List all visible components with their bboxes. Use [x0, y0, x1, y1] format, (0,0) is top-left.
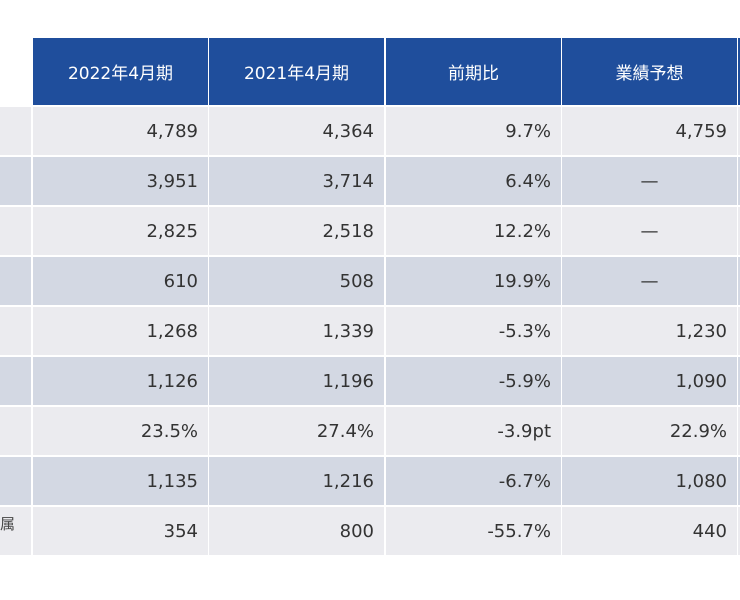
data-cell: -5.3% — [386, 307, 561, 355]
data-cell: — — [562, 207, 737, 255]
data-cell: 610 — [33, 257, 208, 305]
cut-cell — [738, 107, 740, 155]
data-cell: 1,135 — [33, 457, 208, 505]
data-cell: 1,339 — [209, 307, 384, 355]
row-label-cell — [0, 407, 31, 455]
row-label-cell: 属 — [0, 507, 31, 555]
header-cell: 業績予想 — [562, 38, 737, 105]
data-cell: 1,216 — [209, 457, 384, 505]
data-cell: — — [562, 257, 737, 305]
data-cell: -6.7% — [386, 457, 561, 505]
data-cell: 4,759 — [562, 107, 737, 155]
cut-cell — [738, 257, 740, 305]
header-cell: 2022年4月期 — [33, 38, 208, 105]
data-cell: 1,268 — [33, 307, 208, 355]
data-cell: 2,825 — [33, 207, 208, 255]
data-cell: 1,230 — [562, 307, 737, 355]
row-label-cell — [0, 107, 31, 155]
data-cell: 800 — [209, 507, 384, 555]
data-cell: 1,090 — [562, 357, 737, 405]
data-cell: 2,518 — [209, 207, 384, 255]
row-label-cell — [0, 157, 31, 205]
data-cell: 1,196 — [209, 357, 384, 405]
data-cell: 354 — [33, 507, 208, 555]
header-cell-cut — [738, 38, 740, 105]
row-label-cell — [0, 307, 31, 355]
data-cell: 1,080 — [562, 457, 737, 505]
data-cell: 6.4% — [386, 157, 561, 205]
data-cell: 12.2% — [386, 207, 561, 255]
data-cell: 19.9% — [386, 257, 561, 305]
data-cell: 508 — [209, 257, 384, 305]
row-label-cell — [0, 257, 31, 305]
cut-cell — [738, 507, 740, 555]
data-cell: 27.4% — [209, 407, 384, 455]
data-cell: 23.5% — [33, 407, 208, 455]
data-cell: 440 — [562, 507, 737, 555]
data-cell: 9.7% — [386, 107, 561, 155]
data-cell: — — [562, 157, 737, 205]
data-cell: 1,126 — [33, 357, 208, 405]
data-cell: -5.9% — [386, 357, 561, 405]
cut-cell — [738, 157, 740, 205]
data-cell: -55.7% — [386, 507, 561, 555]
row-label-cell — [0, 357, 31, 405]
row-label-cell — [0, 207, 31, 255]
cut-cell — [738, 457, 740, 505]
data-cell: 22.9% — [562, 407, 737, 455]
data-cell: 3,951 — [33, 157, 208, 205]
data-cell: 4,789 — [33, 107, 208, 155]
cut-cell — [738, 407, 740, 455]
header-cell: 2021年4月期 — [209, 38, 384, 105]
cut-cell — [738, 207, 740, 255]
cut-cell — [738, 307, 740, 355]
data-cell: 3,714 — [209, 157, 384, 205]
cut-cell — [738, 357, 740, 405]
header-cell: 前期比 — [386, 38, 561, 105]
data-cell: -3.9pt — [386, 407, 561, 455]
row-label-cell — [0, 457, 31, 505]
data-cell: 4,364 — [209, 107, 384, 155]
